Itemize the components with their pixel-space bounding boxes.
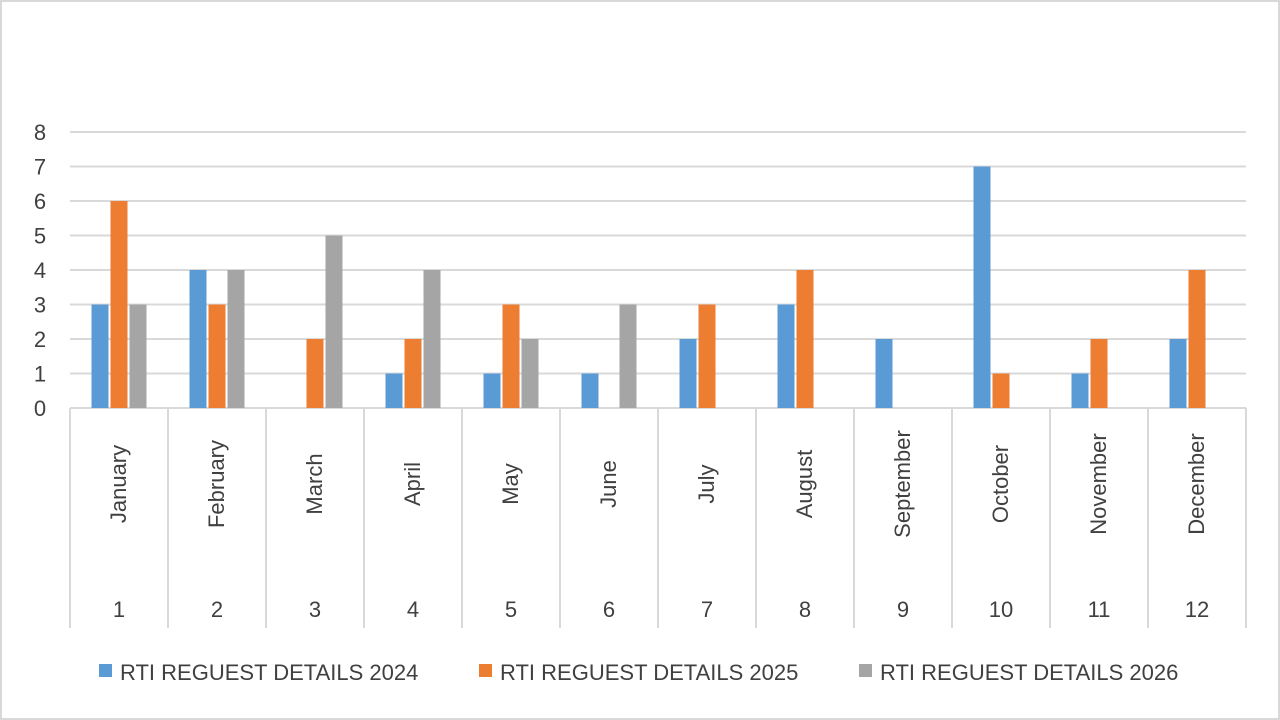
y-tick-label: 8 bbox=[34, 120, 46, 145]
bar-january-series-1 bbox=[91, 304, 109, 408]
bar-november-series-1 bbox=[1071, 373, 1089, 408]
category-number-label: 10 bbox=[989, 597, 1013, 622]
y-tick-label: 0 bbox=[34, 396, 46, 421]
bars bbox=[91, 166, 1206, 408]
category-number-label: 2 bbox=[211, 597, 223, 622]
bar-april-series-3 bbox=[423, 270, 441, 408]
category-number-label: 1 bbox=[113, 597, 125, 622]
category-number-label: 11 bbox=[1088, 597, 1111, 622]
bar-february-series-1 bbox=[189, 270, 207, 408]
category-month-label: February bbox=[204, 440, 229, 528]
y-tick-label: 7 bbox=[34, 155, 46, 180]
category-month-label: May bbox=[498, 463, 523, 505]
bar-august-series-1 bbox=[777, 304, 795, 408]
y-tick-label: 1 bbox=[34, 362, 46, 387]
bar-march-series-3 bbox=[325, 235, 343, 408]
bar-october-series-1 bbox=[973, 166, 991, 408]
category-number-label: 8 bbox=[799, 597, 811, 622]
legend: RTI REGUEST DETAILS 2024 RTI REGUEST DETA… bbox=[99, 660, 1178, 685]
bar-june-series-3 bbox=[619, 304, 637, 408]
y-tick-label: 3 bbox=[34, 293, 46, 318]
category-number-label: 6 bbox=[603, 597, 615, 622]
bar-april-series-1 bbox=[385, 373, 403, 408]
y-tick-label: 5 bbox=[34, 224, 46, 249]
category-month-label: December bbox=[1184, 433, 1209, 534]
category-month-label: April bbox=[400, 462, 425, 506]
y-axis-ticks: 0 1 2 3 4 5 6 7 8 bbox=[34, 120, 46, 421]
category-month-label: June bbox=[596, 460, 621, 508]
bar-december-series-2 bbox=[1188, 270, 1206, 408]
bar-january-series-2 bbox=[110, 201, 128, 408]
category-number-label: 5 bbox=[505, 597, 517, 622]
gridlines bbox=[70, 131, 1246, 409]
category-number-label: 7 bbox=[701, 597, 713, 622]
y-tick-label: 6 bbox=[34, 189, 46, 214]
bar-june-series-1 bbox=[581, 373, 599, 408]
bar-september-series-1 bbox=[875, 339, 893, 408]
category-number-label: 4 bbox=[407, 597, 419, 622]
category-number-label: 3 bbox=[309, 597, 321, 622]
bar-may-series-1 bbox=[483, 373, 501, 408]
category-month-label: March bbox=[302, 453, 327, 514]
bar-august-series-2 bbox=[796, 270, 814, 408]
category-number-label: 9 bbox=[897, 597, 909, 622]
legend-swatch-2 bbox=[479, 664, 492, 677]
category-month-label: September bbox=[890, 430, 915, 538]
legend-swatch-3 bbox=[859, 664, 872, 677]
bar-january-series-3 bbox=[129, 304, 147, 408]
bar-july-series-1 bbox=[679, 339, 697, 408]
legend-swatch-1 bbox=[99, 664, 112, 677]
category-number-label: 12 bbox=[1185, 597, 1209, 622]
bar-february-series-2 bbox=[208, 304, 226, 408]
x-axis-categories: January 1 February 2 March 3 April 4 May 5 June 6 Ju… bbox=[69, 408, 1247, 628]
bar-february-series-3 bbox=[227, 270, 245, 408]
bar-december-series-1 bbox=[1169, 339, 1187, 408]
bar-october-series-2 bbox=[992, 373, 1010, 408]
bar-may-series-2 bbox=[502, 304, 520, 408]
legend-label-3: RTI REGUEST DETAILS 2026 bbox=[880, 660, 1178, 685]
bar-march-series-2 bbox=[306, 339, 324, 408]
bar-november-series-2 bbox=[1090, 339, 1108, 408]
bar-may-series-3 bbox=[521, 339, 539, 408]
legend-label-2: RTI REGUEST DETAILS 2025 bbox=[500, 660, 798, 685]
y-tick-label: 4 bbox=[34, 258, 46, 283]
legend-label-1: RTI REGUEST DETAILS 2024 bbox=[120, 660, 418, 685]
bar-april-series-2 bbox=[404, 339, 422, 408]
category-month-label: January bbox=[106, 445, 131, 523]
category-month-label: November bbox=[1086, 433, 1111, 534]
bar-july-series-2 bbox=[698, 304, 716, 408]
category-month-label: August bbox=[792, 450, 817, 519]
y-tick-label: 2 bbox=[34, 327, 46, 352]
category-month-label: July bbox=[694, 464, 719, 503]
category-month-label: October bbox=[988, 445, 1013, 523]
